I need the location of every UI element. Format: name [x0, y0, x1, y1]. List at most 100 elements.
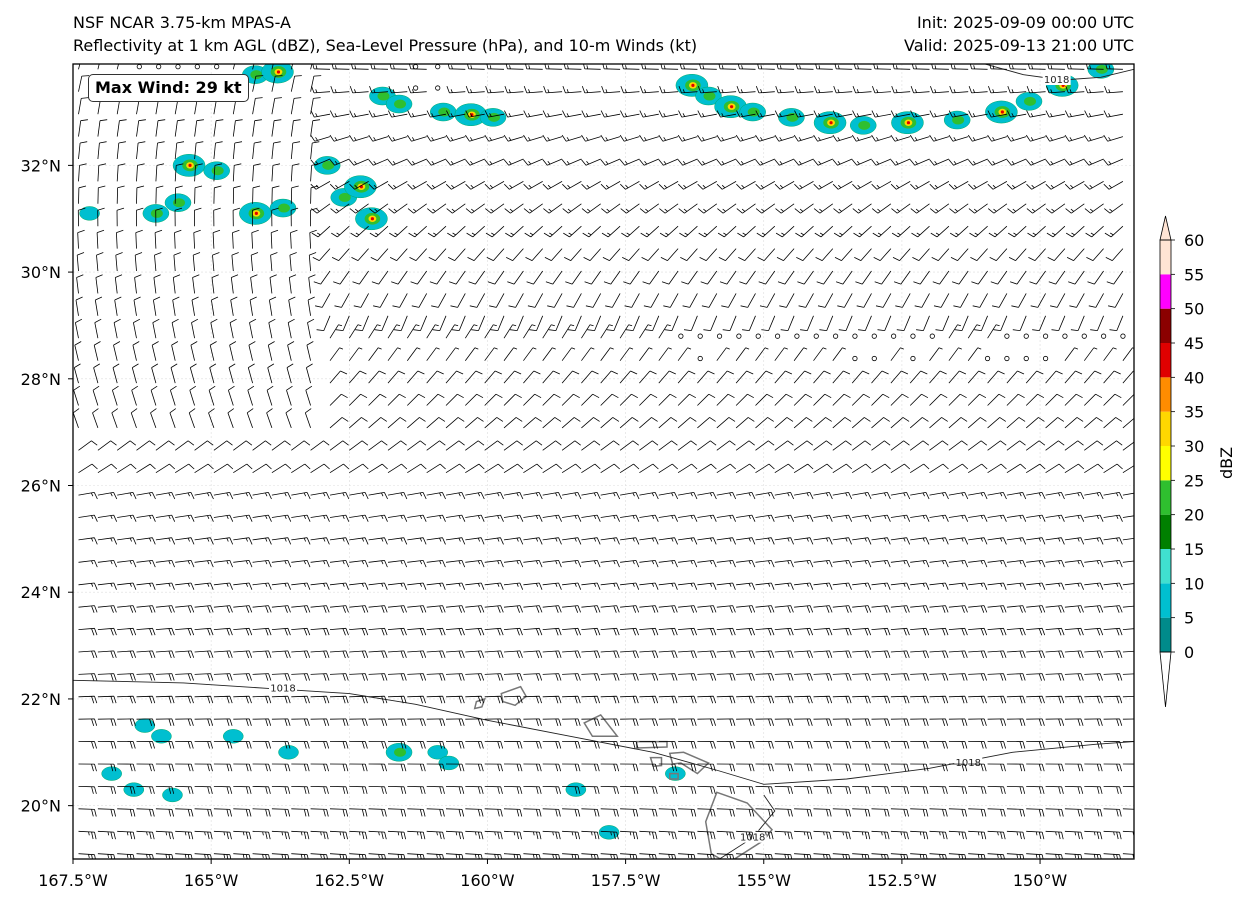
wind-barb — [252, 514, 272, 522]
wind-barb — [890, 181, 911, 190]
wind-barb — [699, 248, 718, 261]
wind-barb — [658, 853, 677, 859]
wind-barb — [1084, 560, 1104, 568]
wind-barb — [329, 514, 350, 522]
wind-barb — [1084, 417, 1103, 429]
wind-barb — [794, 695, 813, 704]
wind-barb — [77, 207, 86, 227]
wind-barb — [136, 463, 156, 474]
wind-barb — [968, 110, 988, 118]
wind-barb — [233, 673, 252, 681]
wind-barb — [115, 252, 123, 272]
wind-barb — [503, 582, 524, 590]
wind-barb — [742, 315, 756, 331]
wind-barb — [910, 85, 930, 94]
wind-barb — [306, 363, 313, 384]
wind-barb — [757, 248, 776, 261]
wind-barb — [233, 463, 253, 474]
wind-barb — [194, 141, 204, 160]
wind-barb — [719, 270, 737, 285]
wind-barb — [871, 492, 891, 500]
wind-barb — [271, 695, 291, 704]
wind-barb — [697, 808, 716, 817]
wind-barb — [212, 229, 221, 249]
reflectivity-cell-peak — [691, 83, 695, 87]
wind-barb — [562, 830, 581, 840]
wind-barb — [465, 605, 485, 613]
wind-barb — [1006, 650, 1026, 659]
wind-barb — [78, 185, 87, 204]
wind-barb — [270, 229, 279, 249]
wind-barb — [97, 463, 118, 474]
wind-barb — [774, 605, 794, 613]
wind-barb — [658, 417, 678, 429]
wind-barb — [620, 808, 639, 817]
reflectivity-cell-mid — [377, 91, 390, 101]
wind-barb — [230, 274, 239, 294]
wind-barb — [469, 293, 486, 308]
wind-barb — [697, 650, 717, 659]
wind-barb — [407, 627, 427, 636]
wind-barb — [639, 673, 659, 681]
wind-barb — [387, 627, 407, 636]
wind-barb — [832, 370, 851, 384]
wind-barb — [136, 537, 156, 545]
wind-barb — [755, 370, 773, 384]
wind-barb — [131, 385, 139, 406]
wind-barb — [426, 158, 447, 166]
wind-barb — [155, 853, 174, 859]
wind-barb — [1103, 463, 1123, 474]
wind-barb — [542, 627, 562, 636]
wind-barb — [251, 229, 259, 249]
wind-barb — [407, 695, 426, 704]
wind-barb — [329, 440, 349, 451]
colorbar-tick-label: 40 — [1184, 368, 1204, 387]
wind-barb — [736, 492, 756, 500]
wind-barb — [290, 163, 300, 182]
wind-barb — [329, 324, 343, 339]
wind-barb — [1045, 763, 1064, 772]
wind-barb — [387, 830, 406, 840]
wind-barb — [252, 537, 272, 545]
wind-barb — [987, 650, 1007, 659]
wind-barb — [562, 181, 582, 190]
wind-barb — [136, 207, 144, 227]
wind-barb — [252, 440, 272, 451]
wind-barb — [271, 808, 291, 817]
wind-barb — [1064, 627, 1084, 636]
wind-barb — [1122, 583, 1134, 586]
wind-barb — [1006, 110, 1027, 118]
wind-barb — [368, 181, 389, 190]
wind-barb — [755, 347, 769, 361]
wind-barb — [445, 560, 466, 568]
wind-barb — [1026, 718, 1045, 727]
wind-barb — [600, 134, 621, 142]
wind-barb — [910, 582, 930, 590]
wind-barb — [620, 627, 639, 636]
wind-barb — [136, 786, 155, 794]
wind-barb — [794, 718, 813, 727]
wind-barb — [1103, 347, 1117, 361]
wind-barb — [175, 853, 193, 859]
wind-barb — [233, 786, 252, 794]
wind-barb — [987, 514, 1007, 522]
wind-barb — [774, 463, 795, 474]
wind-barb — [852, 605, 872, 613]
wind-barb — [911, 64, 930, 70]
wind-barb — [643, 293, 660, 308]
wind-barb — [794, 763, 813, 772]
wind-barb — [948, 718, 968, 727]
wind-barb — [291, 763, 310, 772]
wind-barb — [387, 560, 408, 568]
wind-barb — [1064, 650, 1084, 659]
wind-barb — [639, 463, 659, 474]
wind-barb — [136, 163, 145, 182]
wind-barb — [813, 393, 832, 406]
wind-barb — [851, 393, 870, 406]
wind-barb — [152, 318, 160, 339]
wind-barb — [912, 248, 930, 261]
wind-barb — [833, 85, 853, 94]
wind-barb — [387, 537, 408, 545]
wind-barb — [948, 627, 968, 636]
wind-barb — [852, 181, 872, 190]
